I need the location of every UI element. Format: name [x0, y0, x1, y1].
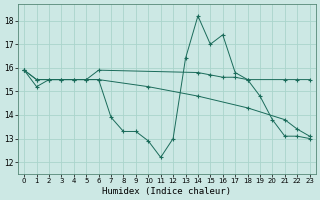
X-axis label: Humidex (Indice chaleur): Humidex (Indice chaleur): [102, 187, 231, 196]
